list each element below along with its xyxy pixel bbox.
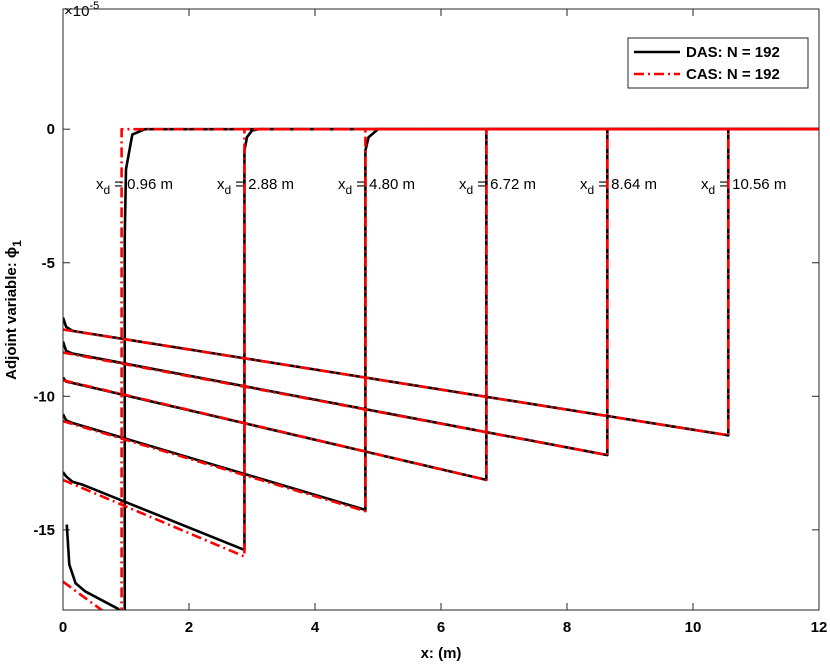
- x-tick-label: 8: [563, 619, 571, 636]
- annotation-base: x: [701, 176, 709, 193]
- y-tick-label: -10: [33, 388, 55, 405]
- x-tick-label: 10: [685, 619, 702, 636]
- x-tick-label: 6: [437, 619, 445, 636]
- annotation-sub: d: [225, 183, 232, 197]
- annotation: xd = 8.64 m: [580, 176, 657, 197]
- annotation-text: = 8.64 m: [598, 176, 657, 193]
- annotation-sub: d: [588, 183, 595, 197]
- annotation: xd = 10.56 m: [701, 176, 786, 197]
- annotation: xd = 4.80 m: [338, 176, 415, 197]
- series-line: [65, 127, 819, 610]
- plot-area: [63, 9, 819, 610]
- axes-frame: [62, 8, 820, 611]
- legend-box: [627, 37, 809, 89]
- plot-lines: [63, 127, 819, 610]
- x-tick-label: 4: [311, 619, 320, 636]
- annotation-sub: d: [709, 183, 716, 197]
- annotation-base: x: [580, 176, 588, 193]
- annotation: xd = 2.88 m: [217, 176, 294, 197]
- x-tick-label: 0: [59, 619, 67, 636]
- x-tick-label: 2: [185, 619, 193, 636]
- annotation-sub: d: [104, 183, 111, 197]
- series-line: [63, 127, 819, 513]
- annotation: xd = 0.96 m: [96, 176, 173, 197]
- legend-label: DAS: N = 192: [686, 44, 780, 61]
- y-axis-label: Adjoint variable: ϕ1: [3, 240, 24, 380]
- y-multiplier-exponent: -5: [89, 0, 99, 12]
- y-axis-label-main: Adjoint variable: ϕ: [3, 247, 20, 380]
- annotation-text: = 6.72 m: [477, 176, 536, 193]
- y-tick-label: -15: [33, 522, 55, 539]
- x-axis-label: x: (m): [421, 645, 462, 662]
- y-axis-label-sub: 1: [10, 240, 24, 247]
- annotation-text: = 10.56 m: [719, 176, 786, 193]
- y-multiplier-base: ×10: [64, 3, 89, 20]
- annotation-base: x: [217, 176, 225, 193]
- annotation: xd = 6.72 m: [459, 176, 536, 197]
- annotation-text: = 0.96 m: [114, 176, 173, 193]
- y-multiplier: ×10-5: [64, 0, 99, 20]
- series-line: [63, 127, 819, 437]
- legend-label: CAS: N = 192: [686, 66, 780, 83]
- y-tick-label: -5: [42, 255, 55, 272]
- y-tick-label: 0: [47, 121, 55, 138]
- annotation-base: x: [459, 176, 467, 193]
- x-tick-label: 12: [811, 619, 828, 636]
- annotation-base: x: [96, 176, 104, 193]
- annotation-sub: d: [346, 183, 353, 197]
- annotation-sub: d: [467, 183, 474, 197]
- series-line: [63, 127, 819, 610]
- series-line: [63, 127, 819, 457]
- annotation-base: x: [338, 176, 346, 193]
- annotation-text: = 4.80 m: [356, 176, 415, 193]
- annotation-text: = 2.88 m: [235, 176, 294, 193]
